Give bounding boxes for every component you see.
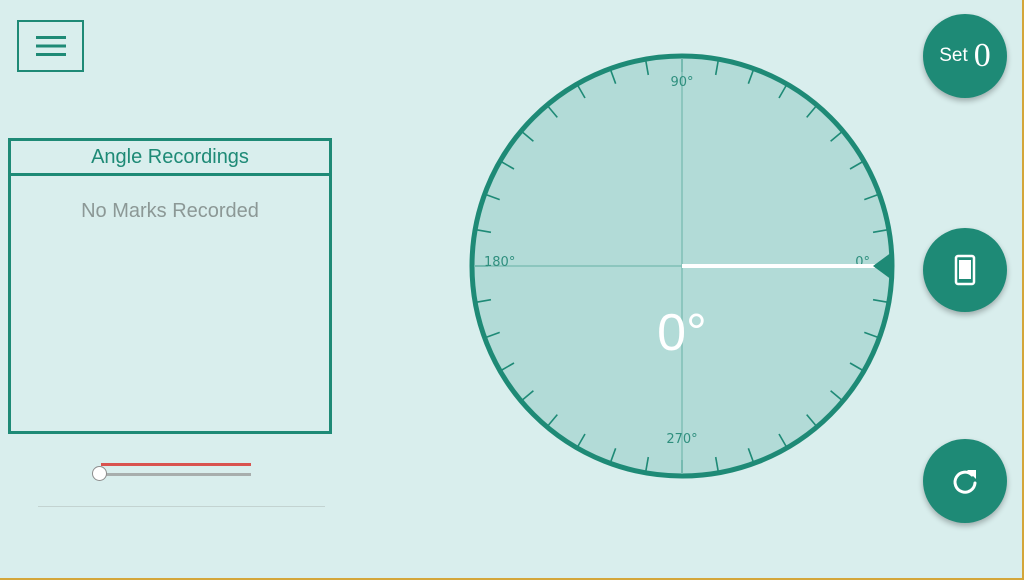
dial-tick bbox=[546, 104, 558, 118]
angle-pointer-marker[interactable] bbox=[873, 252, 892, 280]
range-slider[interactable] bbox=[92, 460, 256, 484]
dial-tick bbox=[546, 414, 558, 428]
dial-tick bbox=[830, 390, 844, 402]
dial-tick bbox=[475, 298, 492, 304]
dial-tick bbox=[864, 331, 880, 339]
slider-thumb[interactable] bbox=[92, 466, 107, 481]
dial-tick bbox=[609, 448, 617, 464]
menu-button[interactable] bbox=[17, 20, 84, 72]
label-270: 270° bbox=[666, 432, 697, 447]
dial-tick bbox=[484, 331, 500, 339]
dial-tick bbox=[747, 448, 755, 464]
refresh-icon bbox=[953, 470, 977, 494]
label-180: 180° bbox=[484, 255, 515, 270]
phone-icon bbox=[954, 254, 976, 286]
angle-recordings-panel: Angle Recordings No Marks Recorded bbox=[8, 138, 332, 434]
protractor-dial[interactable]: 90° 180° 0° 270° 0° bbox=[462, 48, 902, 488]
hamburger-icon bbox=[35, 36, 66, 56]
set-zero-button[interactable]: Set 0 bbox=[923, 14, 1007, 98]
dial-tick bbox=[609, 68, 617, 84]
dial-tick bbox=[520, 130, 534, 142]
dial-tick bbox=[520, 390, 534, 402]
dial-tick bbox=[872, 228, 889, 234]
dial-tick bbox=[864, 193, 880, 201]
dial-tick bbox=[830, 130, 844, 142]
dial-tick bbox=[499, 362, 515, 372]
label-90: 90° bbox=[670, 75, 693, 90]
angle-readout: 0° bbox=[657, 304, 707, 362]
dial-tick bbox=[872, 298, 889, 304]
dial-tick bbox=[806, 414, 818, 428]
dial-tick bbox=[849, 160, 865, 170]
divider bbox=[38, 506, 325, 507]
dial-tick bbox=[806, 104, 818, 118]
slider-track bbox=[101, 473, 251, 476]
empty-state-text: No Marks Recorded bbox=[81, 200, 259, 222]
dial-tick bbox=[475, 228, 492, 234]
dial-tick bbox=[644, 456, 650, 473]
dial-tick bbox=[849, 362, 865, 372]
dial-tick bbox=[714, 456, 720, 473]
dial-tick bbox=[778, 433, 788, 449]
dial-tick bbox=[576, 433, 586, 449]
set-button-value: 0 bbox=[973, 37, 991, 74]
dial-tick bbox=[778, 83, 788, 99]
dial-tick bbox=[714, 59, 720, 76]
set-button-label: Set bbox=[939, 45, 968, 66]
dial-tick bbox=[747, 68, 755, 84]
panel-title: Angle Recordings bbox=[11, 141, 329, 176]
dial-tick bbox=[484, 193, 500, 201]
dial-tick bbox=[576, 83, 586, 99]
dial-tick bbox=[644, 59, 650, 76]
slider-track-active bbox=[101, 463, 251, 466]
reset-button[interactable] bbox=[923, 439, 1007, 523]
dial-tick bbox=[499, 160, 515, 170]
phone-orientation-button[interactable] bbox=[923, 228, 1007, 312]
